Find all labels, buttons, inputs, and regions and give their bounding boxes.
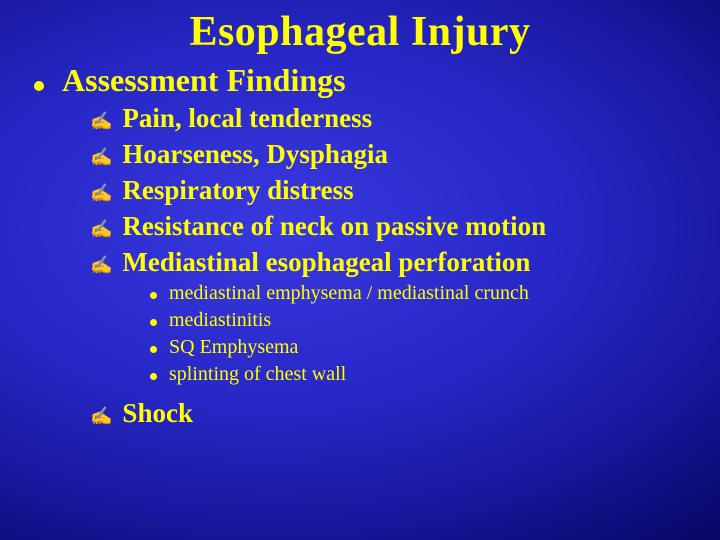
- slide-container: Esophageal Injury Assessment Findings ✍ …: [0, 0, 720, 430]
- dash-bullet-icon: ✍: [90, 107, 112, 135]
- dash-bullet-icon: ✍: [90, 143, 112, 171]
- sub-list-item-text: splinting of chest wall: [169, 362, 346, 387]
- list-item-text: Respiratory distress: [122, 174, 353, 207]
- slide-title: Esophageal Injury: [30, 8, 690, 56]
- sub-list-item: SQ Emphysema: [150, 335, 690, 360]
- list-item-text: Pain, local tenderness: [122, 102, 372, 135]
- list-item: ✍ Pain, local tenderness: [90, 102, 690, 135]
- list-item-text: Shock: [122, 397, 193, 430]
- sub-list-item: splinting of chest wall: [150, 362, 690, 387]
- dash-bullet-icon: ✍: [90, 251, 112, 279]
- sub-list-item-text: mediastinal emphysema / mediastinal crun…: [169, 281, 529, 306]
- list-item: ✍ Respiratory distress: [90, 174, 690, 207]
- list-item-text: Hoarseness, Dysphagia: [122, 138, 388, 171]
- list-item: ✍ Mediastinal esophageal perforation: [90, 246, 690, 279]
- dash-bullet-icon: ✍: [90, 402, 112, 430]
- dot-bullet-icon: [150, 373, 157, 380]
- list-item-text: Mediastinal esophageal perforation: [122, 246, 530, 279]
- dot-bullet-icon: [150, 292, 157, 299]
- dash-bullet-icon: ✍: [90, 215, 112, 243]
- sub-list-item: mediastinal emphysema / mediastinal crun…: [150, 281, 690, 306]
- list-item: ✍ Shock: [90, 397, 690, 430]
- sub-list-item-text: SQ Emphysema: [169, 335, 298, 360]
- dot-bullet-icon: [150, 319, 157, 326]
- dot-bullet-icon: [34, 81, 44, 91]
- list-item: ✍ Resistance of neck on passive motion: [90, 210, 690, 243]
- sub-list-item: mediastinitis: [150, 308, 690, 333]
- dash-bullet-icon: ✍: [90, 179, 112, 207]
- heading-text: Assessment Findings: [62, 62, 346, 99]
- heading-row: Assessment Findings: [34, 62, 690, 99]
- list-item: ✍ Hoarseness, Dysphagia: [90, 138, 690, 171]
- dot-bullet-icon: [150, 346, 157, 353]
- list-item-text: Resistance of neck on passive motion: [122, 210, 546, 243]
- sub-list-item-text: mediastinitis: [169, 308, 271, 333]
